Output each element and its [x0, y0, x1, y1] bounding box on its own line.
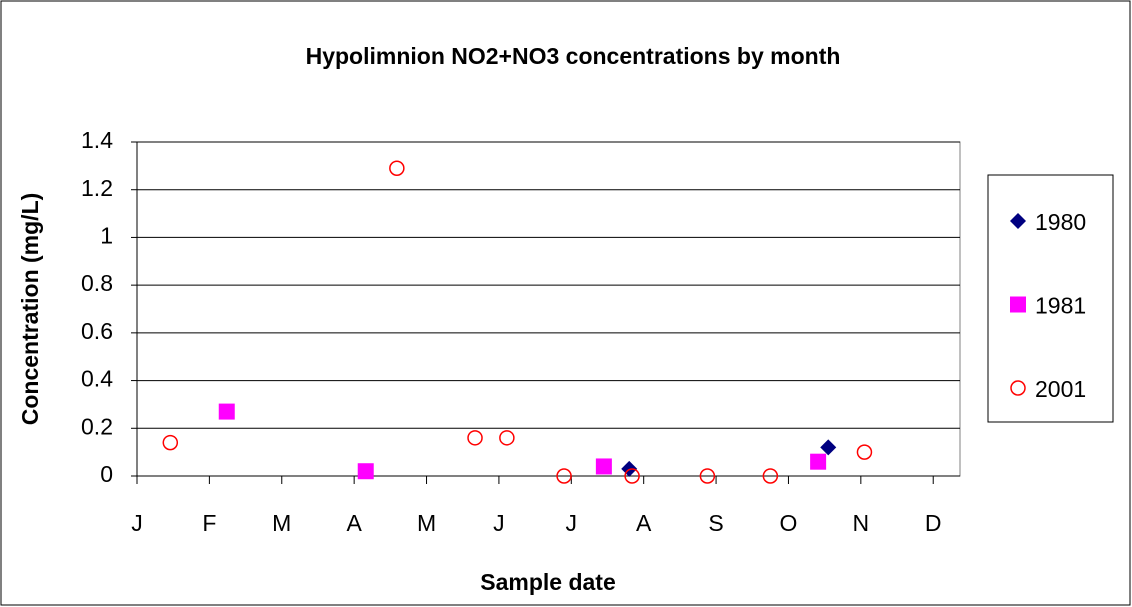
data-point: [499, 430, 515, 446]
y-tick-label: 0: [100, 461, 113, 487]
x-tick-label: J: [493, 510, 505, 536]
data-point: [595, 458, 612, 475]
x-tick-label: M: [417, 510, 436, 536]
legend-box: [987, 174, 1114, 423]
x-tick-label: F: [202, 510, 216, 536]
y-tick-label: 0.4: [81, 366, 113, 392]
legend-label: 1980: [1035, 209, 1086, 235]
data-point: [762, 468, 779, 484]
plot-area: [136, 141, 961, 477]
y-axis-label: Concentration (mg/L): [17, 193, 43, 426]
data-point: [357, 463, 374, 480]
y-tick-label: 1.4: [81, 127, 113, 153]
data-point: [820, 439, 837, 456]
x-tick-label: J: [566, 510, 578, 536]
data-point: [810, 453, 827, 470]
x-tick-label: A: [636, 510, 652, 536]
data-point: [162, 434, 179, 451]
x-tick-label: M: [272, 510, 291, 536]
x-tick-label: D: [925, 510, 942, 536]
legend-label: 1981: [1035, 293, 1086, 319]
x-tick-label: O: [780, 510, 798, 536]
data-point: [389, 160, 405, 176]
y-tick-label: 1: [100, 223, 113, 249]
x-tick-label: N: [853, 510, 870, 536]
legend-label: 2001: [1035, 376, 1086, 402]
data-point: [556, 468, 572, 484]
y-tick-label: 0.8: [81, 270, 113, 296]
x-tick-label: J: [131, 510, 143, 536]
x-tick-label: S: [708, 510, 723, 536]
data-point: [467, 430, 483, 446]
chart-title: Hypolimnion NO2+NO3 concentrations by mo…: [306, 43, 841, 69]
legend-marker: [1010, 296, 1026, 313]
y-tick-label: 0.6: [81, 318, 113, 344]
legend-marker: [1010, 380, 1026, 396]
data-point: [856, 444, 873, 460]
data-point: [218, 403, 235, 420]
x-tick-label: A: [346, 510, 362, 536]
legend-marker: [1010, 213, 1026, 229]
y-tick-label: 0.2: [81, 413, 113, 439]
data-point: [699, 468, 716, 484]
y-tick-label: 1.2: [81, 175, 113, 201]
data-point: [624, 468, 640, 484]
x-axis-label: Sample date: [480, 569, 616, 595]
